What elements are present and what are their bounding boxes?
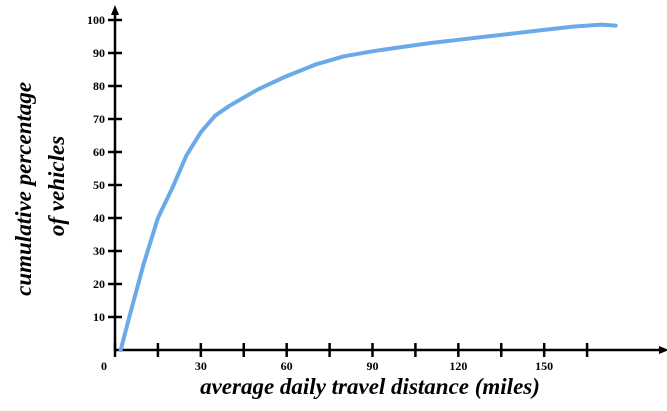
- x-tick-label: 30: [195, 359, 207, 373]
- y-axis-title-line-2: of vehicles: [44, 136, 69, 236]
- x-tick-label: 150: [535, 359, 553, 373]
- y-tick-label: 50: [93, 178, 105, 192]
- y-tick-label: 60: [93, 145, 105, 159]
- x-tick-label: 60: [281, 359, 293, 373]
- axes: [111, 5, 667, 354]
- x-tick-label: 90: [367, 359, 379, 373]
- y-tick-label: 10: [93, 310, 105, 324]
- x-axis-title: average daily travel distance (miles): [200, 374, 540, 399]
- y-axis-title: cumulative percentage of vehicles: [11, 76, 69, 296]
- y-axis-title-line-1: cumulative percentage: [11, 82, 36, 296]
- y-tick-label: 30: [93, 244, 105, 258]
- y-tick-label: 80: [93, 79, 105, 93]
- y-tick-label: 20: [93, 277, 105, 291]
- series-line: [118, 22, 618, 352]
- y-tick-label: 100: [87, 13, 105, 27]
- series-layer: [118, 22, 618, 352]
- y-tick-label: 40: [93, 211, 105, 225]
- x-tick-label: 0: [101, 359, 107, 373]
- y-tick-label: 90: [93, 46, 105, 60]
- ticks: 0 30 60 90 120 150 10 20 30 40 50 60 70 80 90 100: [87, 13, 589, 373]
- y-tick-label: 70: [93, 112, 105, 126]
- x-tick-label: 120: [449, 359, 467, 373]
